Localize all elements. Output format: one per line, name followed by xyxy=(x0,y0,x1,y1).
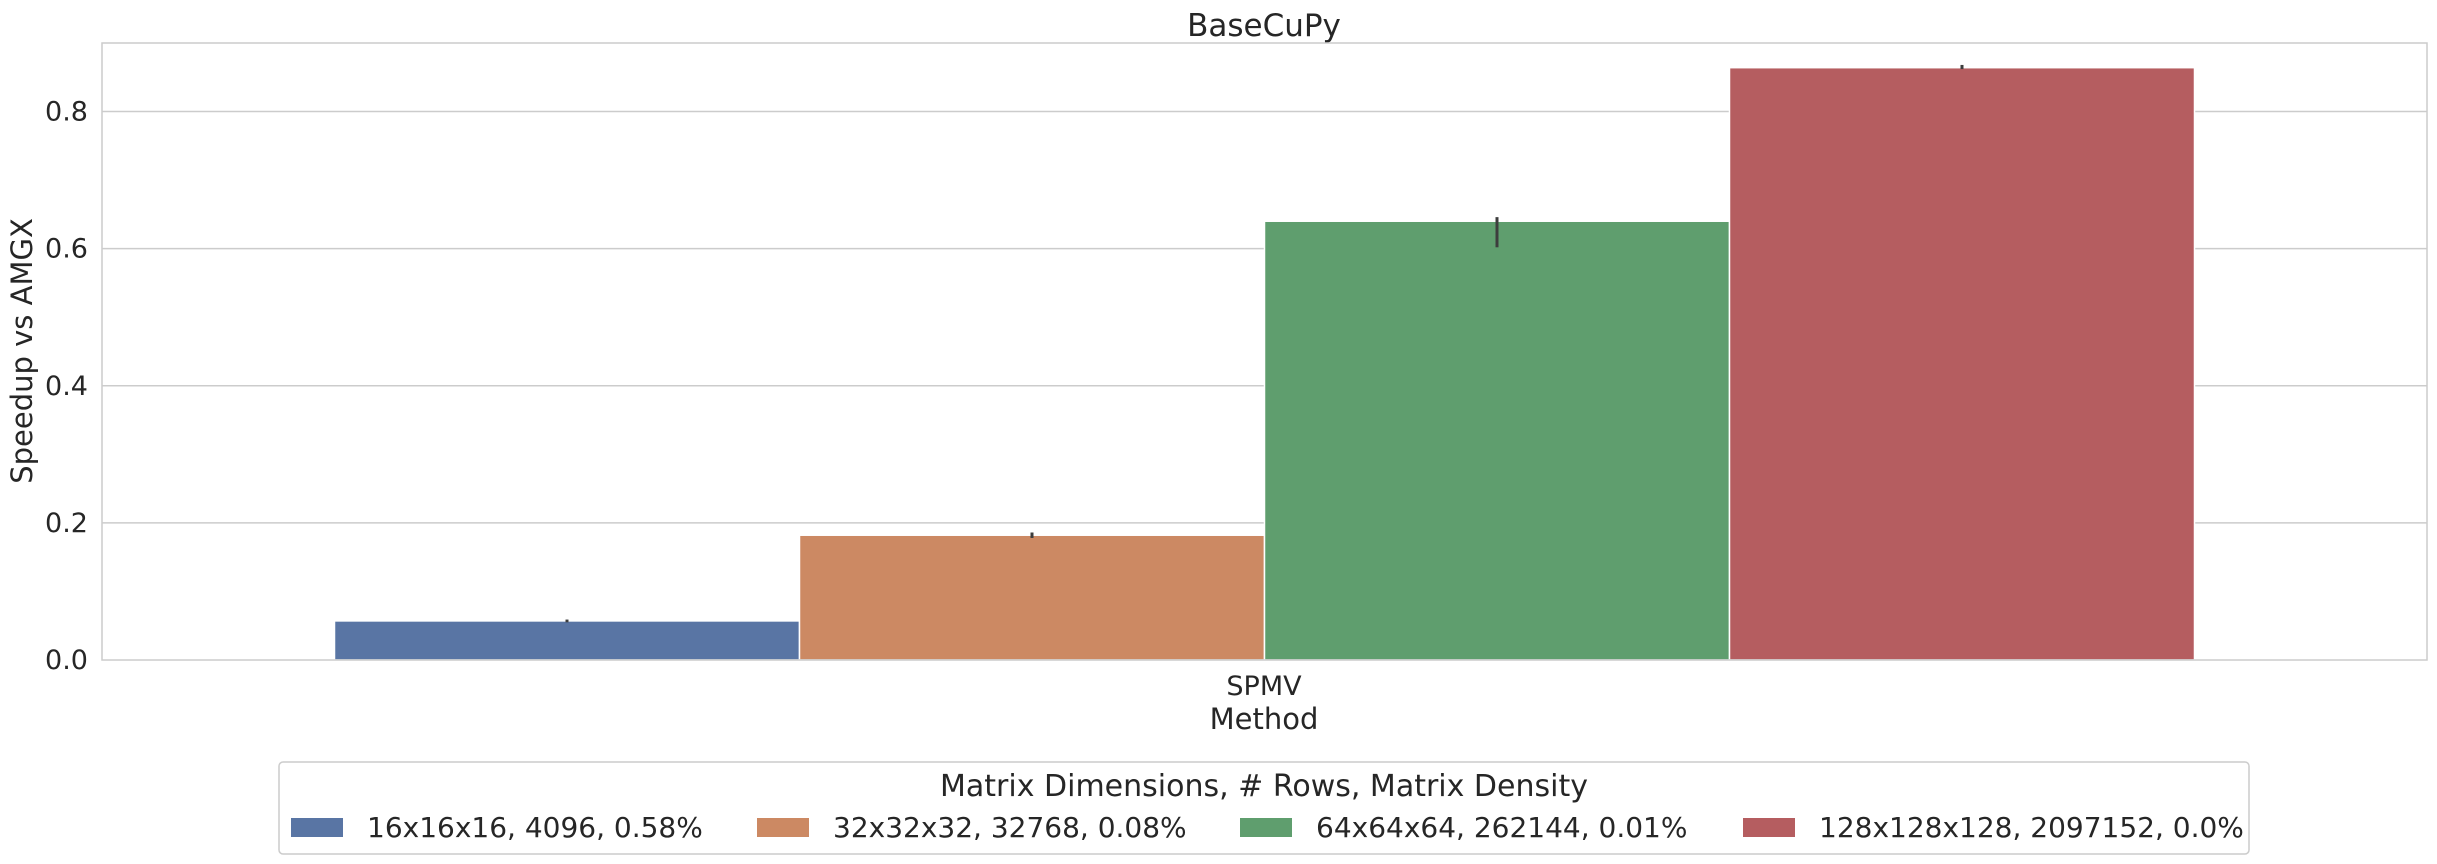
y-tick-labels: 0.0 0.2 0.4 0.6 0.8 xyxy=(45,97,88,676)
y-tick-label: 0.4 xyxy=(45,371,88,402)
bar xyxy=(798,534,1266,661)
bar xyxy=(333,620,801,661)
bar xyxy=(1728,66,2196,661)
y-tick-label: 0.8 xyxy=(45,97,88,128)
y-tick-label: 0.0 xyxy=(45,645,88,676)
legend-label: 32x32x32, 32768, 0.08% xyxy=(833,811,1187,844)
y-tick-label: 0.6 xyxy=(45,234,88,265)
legend-label: 16x16x16, 4096, 0.58% xyxy=(367,811,703,844)
legend-items: 16x16x16, 4096, 0.58% 32x32x32, 32768, 0.… xyxy=(291,811,2244,844)
chart-title: BaseCuPy xyxy=(1187,8,1341,44)
legend-title: Matrix Dimensions, # Rows, Matrix Densit… xyxy=(940,769,1588,804)
bars xyxy=(333,66,2196,661)
plot-frame xyxy=(101,42,2428,661)
x-tick-label-spmv: SPMV xyxy=(1226,671,1302,702)
error-bars xyxy=(565,64,1964,623)
legend-swatch xyxy=(291,818,343,837)
y-axis-label: Speedup vs AMGX xyxy=(5,218,39,484)
legend-swatch xyxy=(757,818,809,837)
legend-swatch xyxy=(1240,818,1292,837)
legend-label: 64x64x64, 262144, 0.01% xyxy=(1316,811,1687,844)
legend: Matrix Dimensions, # Rows, Matrix Densit… xyxy=(278,761,2250,855)
x-axis-label: Method xyxy=(1210,702,1319,736)
legend-swatch xyxy=(1743,818,1795,837)
y-tick-label: 0.2 xyxy=(45,508,88,539)
legend-label: 128x128x128, 2097152, 0.0% xyxy=(1819,811,2244,844)
bar xyxy=(1263,220,1731,661)
